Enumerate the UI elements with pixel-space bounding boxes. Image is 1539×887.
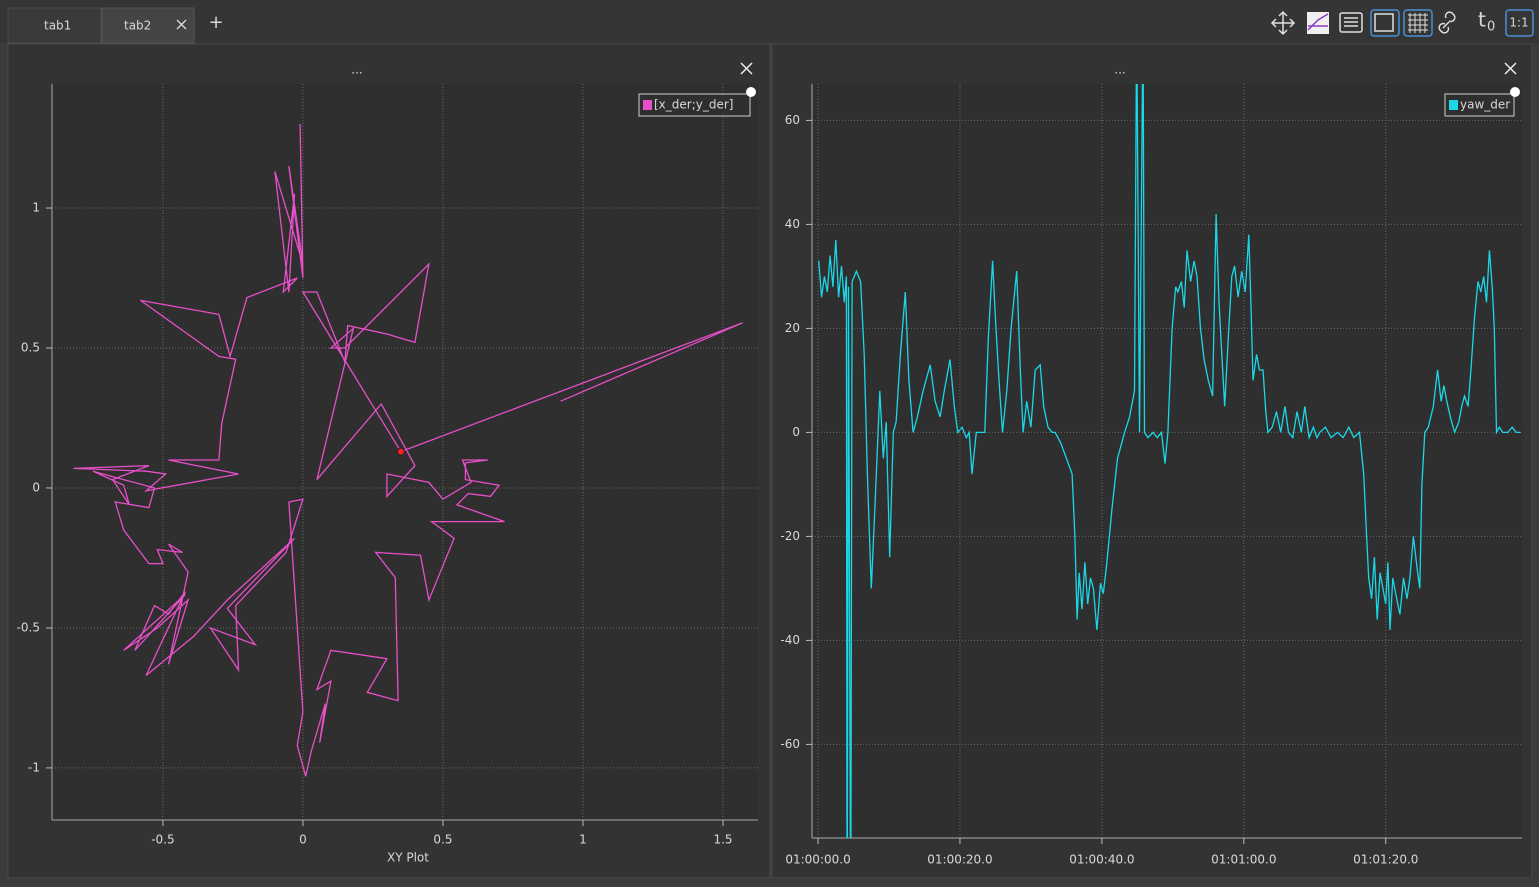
legend-tool[interactable]	[1339, 12, 1363, 33]
y-tick-label: -0.5	[17, 620, 40, 634]
tab-label: tab2	[124, 19, 151, 33]
y-tick-label: 0	[32, 480, 40, 494]
x-tick-label: 0.5	[433, 833, 452, 847]
x-tick-label: 0	[299, 833, 307, 847]
series-line	[73, 123, 743, 777]
legend-box	[638, 93, 751, 117]
grid-tool[interactable]	[1403, 9, 1433, 37]
y-tick-label: -20	[780, 529, 800, 543]
ratio-tool[interactable]	[1505, 9, 1534, 37]
y-tick-label: -60	[780, 737, 800, 751]
legend-swatch	[643, 100, 652, 110]
tab[interactable]	[7, 7, 102, 44]
x-tick-label: 1	[579, 833, 587, 847]
legend-icon	[1344, 17, 1358, 27]
y-tick-label: 0	[792, 425, 800, 439]
x-axis-label: XY Plot	[387, 851, 429, 865]
y-tick-label: -40	[780, 633, 800, 647]
y-tick-label: 60	[785, 113, 800, 127]
legend-label: yaw_der	[1460, 98, 1510, 112]
y-tick-label: 20	[785, 321, 800, 335]
legend-handle	[1510, 87, 1520, 97]
panel-title: ...	[1114, 63, 1125, 77]
t0-sub: 0	[1487, 20, 1495, 35]
x-tick-label: -0.5	[151, 833, 174, 847]
x-tick-label: 01:00:20.0	[927, 853, 992, 867]
add-tab[interactable]: +	[208, 12, 223, 33]
ratio-label: 1:1	[1509, 16, 1528, 30]
pan-tool[interactable]	[1270, 10, 1296, 36]
tab-label: tab1	[44, 19, 71, 33]
cursor-point	[396, 447, 405, 456]
panel-close[interactable]	[740, 62, 753, 75]
y-tick-label: 40	[785, 217, 800, 231]
x-tick-label: 01:00:00.0	[785, 853, 850, 867]
series-line	[818, 84, 1521, 838]
legend-box	[1444, 93, 1515, 117]
tab-active[interactable]	[101, 7, 195, 44]
y-tick-label: 1	[32, 201, 40, 215]
y-tick-label: 0.5	[21, 340, 40, 354]
legend-label: [x_der;y_der]	[654, 98, 733, 112]
panel-title: ...	[351, 63, 362, 77]
plot-lines	[73, 123, 743, 777]
time-tool[interactable]	[1370, 9, 1400, 37]
time-icon	[1374, 13, 1394, 32]
x-tick-label: 01:00:40.0	[1069, 853, 1134, 867]
legend-handle	[746, 87, 756, 97]
legend-swatch	[1449, 100, 1458, 110]
panel-close[interactable]	[1504, 62, 1517, 75]
plot-area	[812, 84, 1522, 838]
grid-icon	[1408, 13, 1428, 33]
zoom-icon	[1307, 13, 1329, 31]
plot-lines	[818, 84, 1521, 838]
y-tick-label: -1	[28, 760, 40, 774]
tab-close[interactable]	[176, 19, 187, 30]
t0-tool[interactable]: t	[1478, 8, 1486, 32]
plot-area	[52, 84, 758, 820]
x-tick-label: 01:01:00.0	[1211, 853, 1276, 867]
x-tick-label: 1.5	[713, 833, 732, 847]
toolbar	[1270, 9, 1534, 37]
link-tool[interactable]	[1438, 11, 1456, 34]
x-tick-label: 01:01:20.0	[1353, 853, 1418, 867]
